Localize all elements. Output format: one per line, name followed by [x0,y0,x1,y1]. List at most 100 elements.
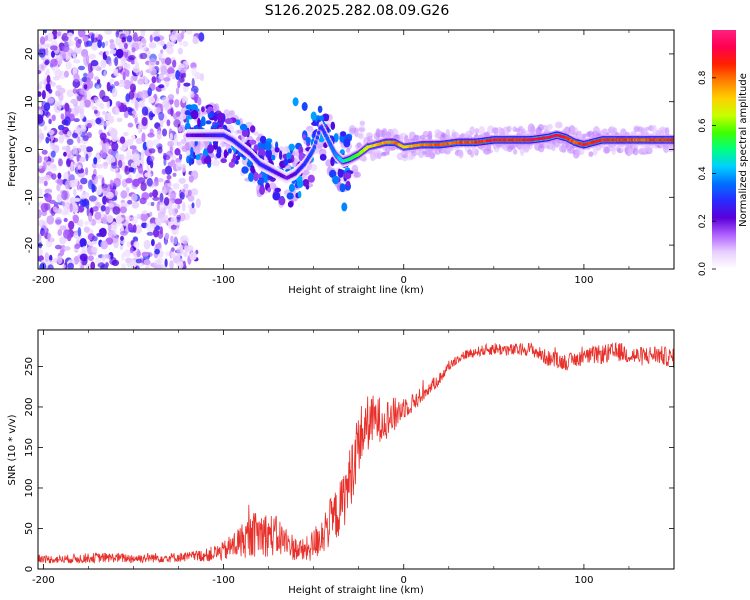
noise-blob [191,77,195,88]
noise-blob [55,207,63,214]
noise-blob [176,246,184,256]
noise-blob [176,261,184,269]
noise-blob [38,219,45,228]
noise-blob [134,99,139,109]
spectrogram-y-tick-label: -20 [24,237,35,253]
noise-blob [111,161,118,169]
halo-blob [413,135,422,141]
noise-blob [92,206,99,212]
ridge-segment [329,145,334,149]
noise-blob [173,113,177,120]
noise-blob [119,146,126,151]
noise-blob [108,60,112,67]
noise-blob [126,191,130,199]
snr-y-tick-label: 0 [24,566,35,572]
noise-blob [156,78,162,84]
noise-blob [51,50,55,58]
noise-blob [108,203,115,208]
noise-blob [83,99,91,108]
noise-blob [141,132,146,143]
snr-x-tick-label: -200 [32,575,55,586]
cluster-blob [305,136,311,144]
noise-blob [77,30,86,38]
snr-x-tick-label: 100 [574,575,593,586]
noise-blob [135,70,143,76]
noise-blob [43,156,49,161]
cluster-blob [253,172,259,182]
noise-blob [175,111,182,117]
halo-blob [576,130,583,140]
noise-blob [118,159,123,169]
noise-blob [118,64,122,70]
noise-blob [170,155,177,160]
noise-blob [63,116,71,127]
cluster-blob [286,152,292,160]
noise-blob [99,227,107,238]
cluster-blob [274,187,282,193]
halo-blob [620,145,626,153]
noise-blob [46,215,55,225]
noise-blob [75,39,82,48]
noise-blob [111,87,118,98]
colorbar-label: Normalized spectral amplitude [738,73,749,227]
noise-blob [105,262,109,268]
halo-blob [512,148,518,155]
noise-blob [159,202,164,213]
noise-blob [111,135,118,142]
noise-blob [47,232,51,242]
noise-blob [111,141,119,152]
noise-blob [50,45,58,51]
cluster-blob [322,113,330,121]
noise-blob [114,68,118,74]
noise-blob [137,124,141,135]
noise-blob [44,203,51,211]
noise-blob [56,193,63,203]
noise-blob [95,117,102,125]
noise-blob [130,240,134,246]
noise-blob [159,118,164,128]
cluster-blob [332,175,340,185]
cluster-blob [319,115,324,122]
noise-blob [95,151,100,159]
noise-blob [158,111,165,121]
noise-blob [47,97,55,104]
colorbar-tick-label: 0.0 [698,262,708,277]
noise-blob [41,149,48,155]
halo-blob [213,103,220,112]
cluster-blob [207,112,213,119]
cluster-blob [253,144,259,152]
noise-blob [109,49,117,55]
noise-blob [138,262,145,267]
cluster-blob [184,110,191,116]
snr-y-tick-label: 50 [24,522,35,535]
noise-blob [73,73,80,83]
noise-blob [125,69,130,77]
noise-blob [45,136,50,144]
cluster-blob [250,165,255,174]
cluster-blob [257,178,264,186]
noise-blob [114,195,118,201]
noise-blob [161,96,169,103]
noise-blob [105,141,110,152]
noise-blob [38,91,42,97]
noise-blob [67,32,74,38]
cluster-blob [286,192,294,200]
noise-blob [163,214,169,220]
noise-blob [178,177,186,184]
noise-blob [38,209,42,219]
ridge-segment [325,136,330,141]
noise-blob [51,173,57,180]
noise-blob [38,128,42,135]
branch-blob [341,202,348,212]
noise-blob [151,76,157,84]
noise-blob [38,106,43,111]
noise-blob [72,197,81,202]
noise-blob [64,180,71,190]
noise-blob [64,246,70,251]
noise-blob [113,238,119,249]
noise-blob [42,160,47,171]
noise-blob [173,133,178,144]
noise-blob [149,211,153,217]
noise-blob [149,67,157,77]
noise-blob [59,55,63,62]
